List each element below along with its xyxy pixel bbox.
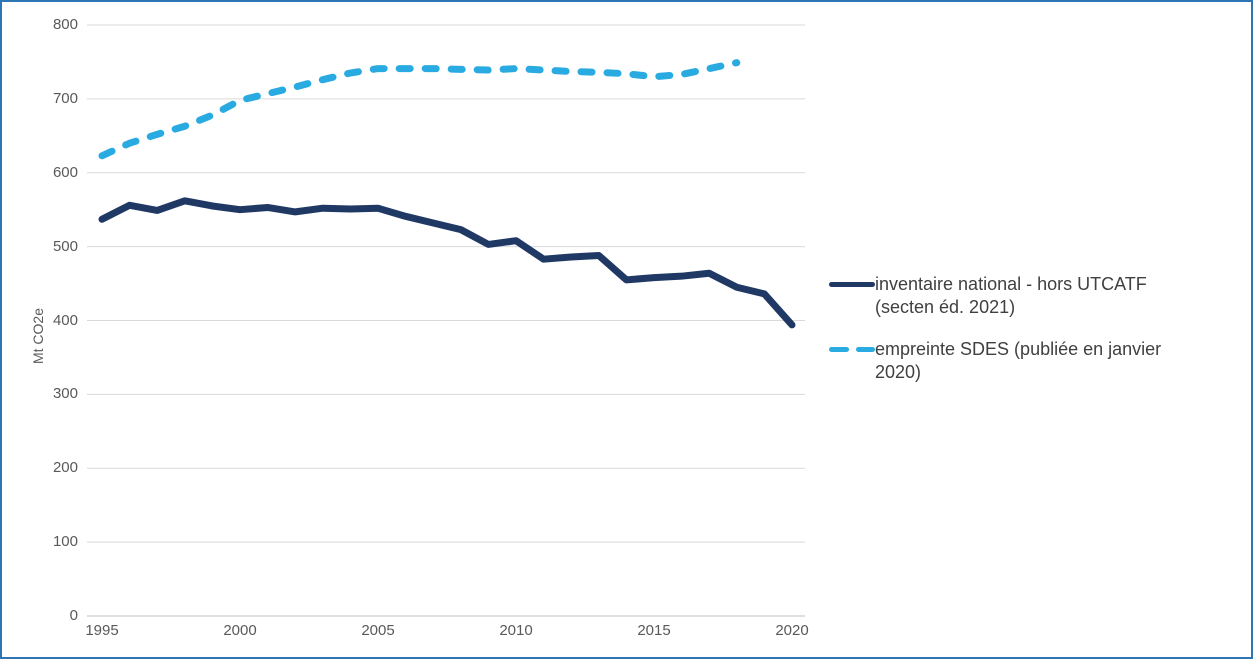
legend-label-inventaire-national: inventaire national - hors UTCATF (secten… — [875, 274, 1147, 317]
series-line-inventaire-national — [98, 197, 796, 329]
legend-swatch-dashed-line — [829, 347, 875, 352]
y-axis-tick-label: 700 — [52, 89, 78, 107]
y-axis-tick-label: 800 — [52, 16, 78, 33]
x-axis-tick-label: 2010 — [499, 622, 533, 639]
x-axis-tick-label: 2015 — [637, 622, 671, 639]
y-axis-tick-label: 500 — [52, 237, 78, 255]
y-axis-tick-label: 600 — [52, 163, 78, 181]
series-line-empreinte-sdes — [98, 59, 741, 160]
x-axis-tick-label: 2005 — [361, 622, 395, 639]
y-axis-tick-label: 0 — [69, 607, 78, 624]
x-axis-tick-label: 2000 — [223, 622, 257, 639]
dash-sample-1 — [829, 347, 849, 352]
x-axis-tick-label: 2020 — [775, 622, 809, 639]
legend-item-inventaire-national: inventaire national - hors UTCATF (secten… — [829, 273, 1249, 319]
solid-line-sample — [829, 282, 875, 287]
legend-label-empreinte-sdes: empreinte SDES (publiée en janvier 2020) — [875, 339, 1162, 382]
y-axis-tick-label: 400 — [52, 311, 78, 329]
legend-item-empreinte-sdes: empreinte SDES (publiée en janvier 2020) — [829, 338, 1249, 384]
y-axis-tick-label: 200 — [52, 459, 78, 477]
y-axis-title: Mt CO2e — [30, 307, 46, 365]
legend-swatch-solid-line — [829, 282, 875, 287]
dash-sample-2 — [855, 347, 875, 352]
legend: inventaire national - hors UTCATF (secten… — [829, 273, 1249, 403]
x-axis-tick-label: 1995 — [85, 622, 119, 639]
y-axis-tick-label: 300 — [52, 385, 78, 403]
y-axis-tick-label: 100 — [52, 533, 78, 551]
